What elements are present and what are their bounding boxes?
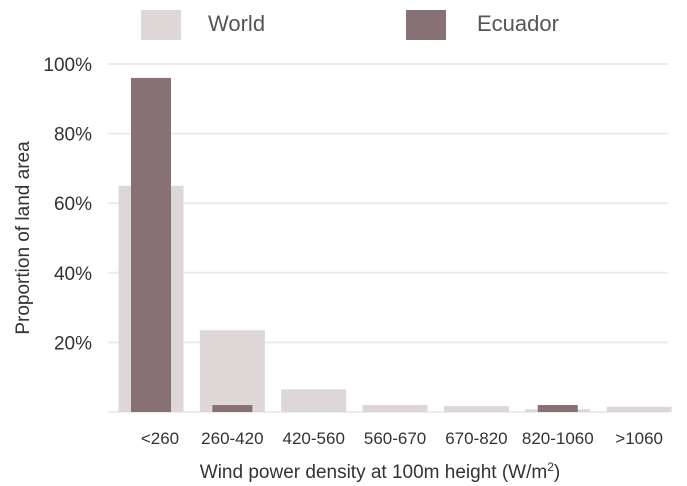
x-tick-label: >1060: [615, 429, 663, 448]
y-tick-label: 80%: [54, 125, 92, 146]
bar-ecuador: [212, 405, 253, 412]
x-tick-label: 820-1060: [522, 429, 594, 448]
x-tick-label: 420-560: [283, 429, 345, 448]
x-tick-labels: <260 260-420 420-560 560-670 670-820 820-1060…: [141, 429, 663, 448]
y-tick-label: 20%: [54, 333, 92, 354]
legend-label: World: [208, 11, 265, 36]
y-tick-label: 100%: [43, 55, 92, 76]
y-axis-label: Proportion of land area: [13, 141, 34, 335]
bars: [118, 77, 672, 413]
bar-ecuador: [131, 77, 171, 413]
x-axis-label-superscript: 2: [547, 460, 554, 474]
x-tick-label: <260: [141, 429, 179, 448]
x-axis-label: Wind power density at 100m height (W/m2): [200, 460, 560, 483]
y-tick-labels: 20% 40% 60% 80% 100%: [43, 55, 92, 354]
gridlines: [108, 63, 668, 413]
x-axis-label-main: Wind power density at 100m height (W/m: [200, 462, 547, 483]
legend: World Ecuador: [141, 10, 559, 40]
y-tick-label: 40%: [54, 264, 92, 285]
bar-world: [606, 406, 672, 412]
x-tick-label: 260-420: [201, 429, 263, 448]
x-axis-label-end: ): [554, 462, 560, 483]
legend-label: Ecuador: [477, 11, 559, 36]
x-tick-label: 560-670: [364, 429, 426, 448]
legend-swatch: [141, 10, 181, 40]
bar-world: [443, 406, 509, 412]
bar-world: [199, 330, 265, 412]
bar-world: [281, 389, 347, 412]
x-tick-label: 670-820: [445, 429, 507, 448]
bar-ecuador: [537, 405, 578, 412]
legend-swatch: [406, 10, 446, 40]
y-tick-label: 60%: [54, 194, 92, 215]
bar-world: [362, 405, 428, 412]
